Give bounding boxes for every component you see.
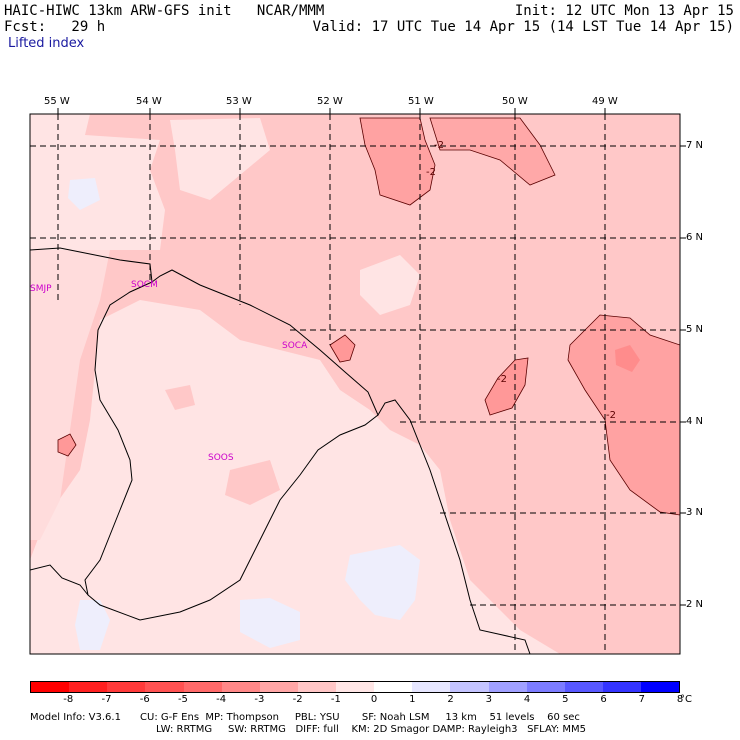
- light-region: [170, 118, 270, 200]
- color-swatch: [641, 682, 680, 692]
- contour-region: [57, 433, 77, 457]
- color-swatch: [336, 682, 375, 692]
- color-scale-unit: °C: [680, 694, 692, 705]
- color-scale-label: -3: [254, 694, 265, 705]
- light-region: [30, 250, 110, 540]
- color-scale-label: -1: [330, 694, 341, 705]
- color-scale-label: 8: [676, 694, 684, 705]
- color-swatch: [31, 682, 70, 692]
- contour-label: -2: [426, 167, 436, 178]
- lon-label: 49 W: [592, 96, 618, 107]
- lon-label: 52 W: [317, 96, 343, 107]
- field-name: Lifted index: [8, 36, 85, 51]
- forecast-hour: Fcst: 29 h: [4, 19, 106, 35]
- color-scale-label: 4: [523, 694, 531, 705]
- color-swatch: [526, 682, 565, 692]
- model-info-line2: LW: RRTMG SW: RRTMG DIFF: full KM: 2D Sm…: [156, 724, 586, 735]
- shaded-field: [30, 114, 680, 654]
- color-swatch: [297, 682, 336, 692]
- color-scale-label: -2: [292, 694, 303, 705]
- contour-label: -2: [497, 374, 507, 385]
- color-swatch: [412, 682, 451, 692]
- color-scale-bar: [30, 681, 680, 693]
- lat-label: 6 N: [686, 232, 704, 243]
- color-scale-label: 1: [409, 694, 416, 705]
- lon-label: 55 W: [44, 96, 70, 107]
- color-swatch: [145, 682, 184, 692]
- model-info-line1: Model Info: V3.6.1 CU: G-F Ens MP: Thomp…: [30, 712, 580, 723]
- positive-region: [240, 598, 300, 648]
- color-scale-label: 2: [447, 694, 454, 705]
- lon-label: 54 W: [136, 96, 162, 107]
- contour-region: [484, 357, 529, 416]
- lon-label: 53 W: [226, 96, 252, 107]
- color-swatch: [183, 682, 222, 692]
- color-swatch: [374, 682, 413, 692]
- mid-region: [165, 385, 195, 410]
- color-scale-label: -5: [177, 694, 188, 705]
- color-scale-label: 3: [485, 694, 492, 705]
- lon-label: 51 W: [408, 96, 434, 107]
- station-label: SOOS: [208, 453, 234, 463]
- init-time: Init: 12 UTC Mon 13 Apr 15: [514, 3, 734, 19]
- color-swatch: [221, 682, 260, 692]
- light-region: [360, 255, 420, 315]
- coastlines: [30, 247, 531, 654]
- color-swatch: [564, 682, 603, 692]
- lat-label: 3 N: [686, 507, 704, 518]
- contour-region: [429, 117, 556, 186]
- light-region: [30, 114, 165, 260]
- light-region: [30, 300, 560, 654]
- map-ticks: [57, 108, 686, 606]
- station-label: SMJP: [30, 284, 52, 294]
- color-scale-label: -8: [63, 694, 74, 705]
- color-swatch: [488, 682, 527, 692]
- lat-label: 4 N: [686, 416, 704, 427]
- color-scale-label: 6: [600, 694, 607, 705]
- positive-region: [345, 545, 420, 620]
- color-swatch: [107, 682, 146, 692]
- border: [84, 281, 379, 621]
- border: [30, 564, 89, 596]
- color-swatch: [69, 682, 108, 692]
- color-scale-label: -6: [139, 694, 150, 705]
- lon-label: 50 W: [502, 96, 528, 107]
- lat-label: 2 N: [686, 599, 704, 610]
- contour-core: [615, 345, 640, 372]
- coastline: [30, 247, 531, 654]
- contour-region: [567, 314, 680, 516]
- station-label: SOCM: [131, 280, 158, 290]
- station-label: SOCA: [282, 341, 308, 351]
- color-swatch: [602, 682, 641, 692]
- color-scale-label: -4: [216, 694, 227, 705]
- contour-label: -2: [434, 140, 444, 151]
- color-scale-label: 5: [562, 694, 569, 705]
- valid-time: Valid: 17 UTC Tue 14 Apr 15 (14 LST Tue …: [312, 19, 734, 35]
- lat-label: 5 N: [686, 324, 704, 335]
- contour-label: -2: [606, 410, 616, 421]
- map-frame: [29, 113, 681, 655]
- color-swatch: [450, 682, 489, 692]
- color-scale-label: 0: [370, 694, 378, 705]
- lat-label: 7 N: [686, 140, 704, 151]
- color-swatch: [259, 682, 298, 692]
- contour-region: [329, 334, 356, 363]
- lat-lon-grid: [30, 114, 680, 654]
- color-scale-label: -7: [101, 694, 112, 705]
- model-title: HAIC-HIWC 13km ARW-GFS init NCAR/MMM: [4, 3, 325, 19]
- positive-region: [75, 600, 110, 650]
- mid-region: [225, 460, 280, 505]
- color-scale-label: 7: [638, 694, 645, 705]
- positive-region: [68, 178, 100, 210]
